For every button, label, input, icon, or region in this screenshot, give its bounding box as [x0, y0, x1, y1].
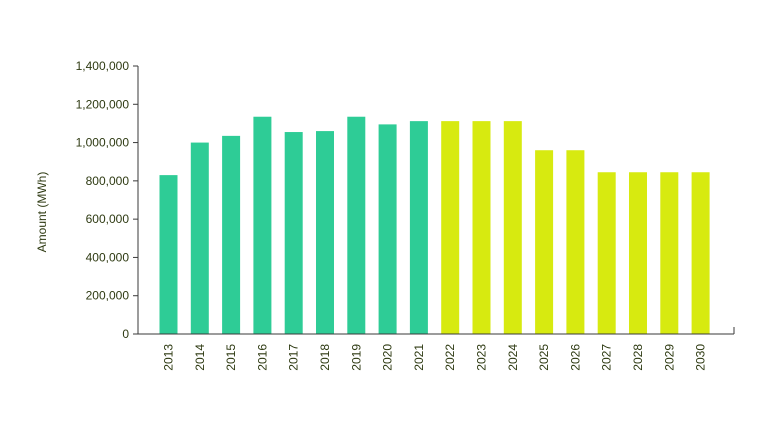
x-tick-label: 2030 [694, 344, 708, 371]
bars [159, 116, 710, 334]
y-tick-label: 1,000,000 [76, 136, 130, 150]
bar-2017 [284, 132, 303, 334]
bar-2030 [691, 172, 710, 334]
y-tick-label: 600,000 [86, 212, 130, 226]
y-tick-label: 400,000 [86, 250, 130, 264]
x-tick-label: 2015 [224, 344, 238, 371]
bar-2016 [253, 116, 272, 334]
x-tick-label: 2017 [287, 344, 301, 371]
bar-2026 [566, 150, 585, 334]
x-tick-label: 2025 [537, 344, 551, 371]
bar-2018 [316, 131, 334, 334]
x-tick-label: 2020 [381, 344, 395, 371]
x-tick-label: 2028 [631, 344, 645, 371]
x-tick-label: 2014 [193, 344, 207, 371]
bar-2024 [503, 121, 522, 334]
x-tick-label: 2021 [412, 344, 426, 371]
bar-2014 [190, 142, 209, 334]
y-axis-ticks: 0 200,000 400,000 600,000 800,000 1,000,000 1,… [76, 59, 138, 341]
y-tick-label: 200,000 [86, 289, 130, 303]
x-tick-label: 2029 [662, 344, 676, 371]
x-tick-label: 2013 [162, 344, 176, 371]
bar-2015 [222, 135, 241, 334]
x-tick-label: 2016 [255, 344, 269, 371]
x-tick-label: 2026 [568, 344, 582, 371]
bar-2027 [597, 172, 616, 334]
y-axis-title: Amount (MWh) [35, 172, 49, 253]
bar-2022 [441, 121, 460, 334]
x-tick-label: 2018 [318, 344, 332, 371]
bar-2028 [629, 172, 647, 334]
y-tick-label: 1,400,000 [76, 59, 130, 73]
x-axis-ticks: 2013 2014 2015 2016 2017 2018 2019 2020 2021 2022… [162, 344, 708, 371]
x-tick-label: 2019 [349, 344, 363, 371]
y-tick-label: 0 [122, 327, 129, 341]
bar-2019 [347, 116, 366, 334]
bar-2025 [535, 150, 554, 334]
y-tick-label: 800,000 [86, 174, 130, 188]
bar-2013 [159, 175, 178, 334]
y-tick-label: 1,200,000 [76, 97, 130, 111]
x-tick-label: 2023 [475, 344, 489, 371]
bar-2029 [660, 172, 679, 334]
bar-2021 [409, 121, 428, 334]
bar-2023 [472, 121, 491, 334]
x-tick-label: 2027 [600, 344, 614, 371]
x-tick-label: 2022 [443, 344, 457, 371]
x-tick-label: 2024 [506, 344, 520, 371]
bar-2020 [378, 124, 397, 334]
